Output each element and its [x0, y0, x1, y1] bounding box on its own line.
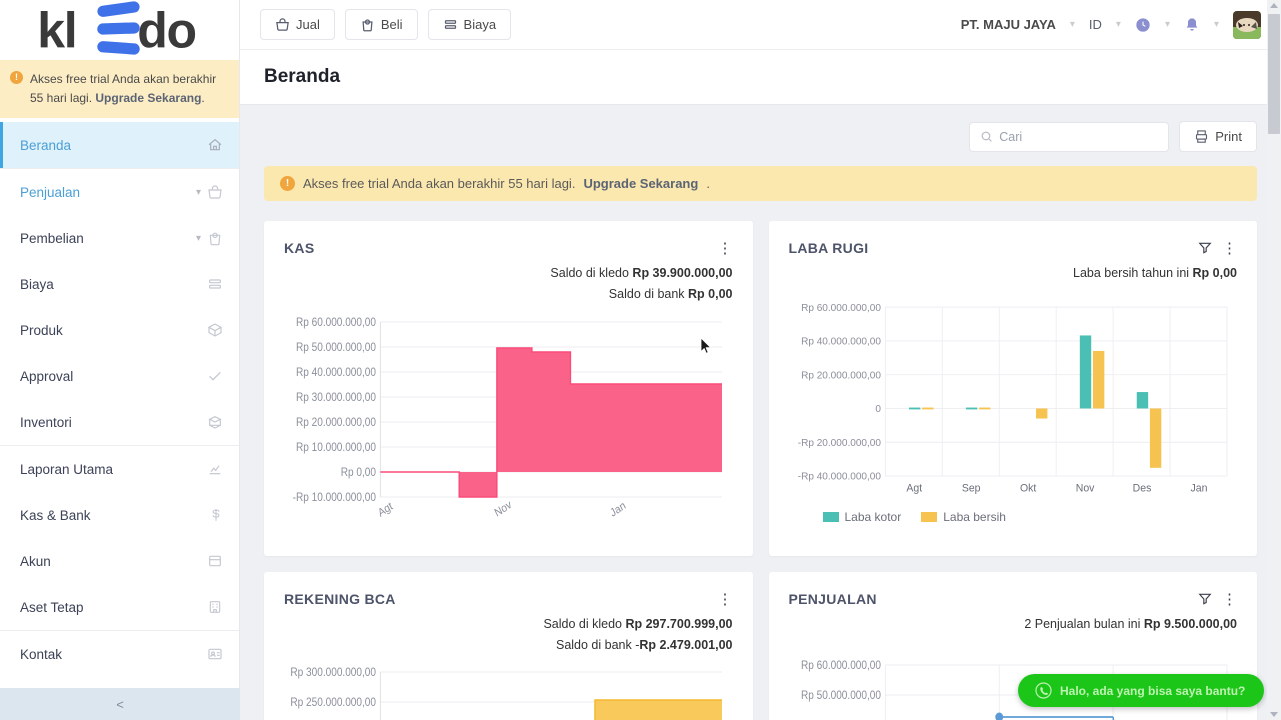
- svg-text:0: 0: [875, 404, 881, 415]
- svg-text:Rp 20.000.000,00: Rp 20.000.000,00: [801, 370, 881, 381]
- svg-text:Sep: Sep: [961, 483, 980, 495]
- svg-text:Rp 50.000.000,00: Rp 50.000.000,00: [296, 341, 376, 354]
- svg-text:Nov: Nov: [493, 498, 515, 520]
- svg-text:do: do: [137, 2, 196, 58]
- svg-text:-Rp 20.000.000,00: -Rp 20.000.000,00: [797, 438, 881, 449]
- svg-text:Rp 40.000.000,00: Rp 40.000.000,00: [296, 366, 376, 379]
- svg-text:Rp 20.000.000,00: Rp 20.000.000,00: [296, 416, 376, 429]
- svg-text:kl: kl: [37, 2, 76, 58]
- svg-text:Rp 60.000.000,00: Rp 60.000.000,00: [801, 303, 881, 314]
- svg-text:Rp 40.000.000,00: Rp 40.000.000,00: [801, 337, 881, 348]
- svg-text:Nov: Nov: [1075, 483, 1094, 495]
- svg-text:Rp 60.000.000,00: Rp 60.000.000,00: [296, 316, 376, 329]
- svg-text:Agt: Agt: [376, 500, 395, 520]
- svg-text:Jan: Jan: [1190, 483, 1207, 495]
- svg-text:Rp 60.000.000,00: Rp 60.000.000,00: [800, 659, 880, 672]
- svg-text:Okt: Okt: [1019, 483, 1035, 495]
- svg-text:Rp 50.000.000,00: Rp 50.000.000,00: [800, 689, 880, 702]
- svg-text:Rp 300.000.000,00: Rp 300.000.000,00: [290, 666, 376, 679]
- svg-text:Des: Des: [1132, 483, 1151, 495]
- svg-text:-Rp 10.000.000,00: -Rp 10.000.000,00: [293, 491, 376, 504]
- svg-text:Agt: Agt: [906, 483, 922, 495]
- svg-text:Rp 250.000.000,00: Rp 250.000.000,00: [290, 696, 376, 709]
- svg-text:-Rp 40.000.000,00: -Rp 40.000.000,00: [797, 472, 881, 483]
- svg-text:Rp 30.000.000,00: Rp 30.000.000,00: [296, 391, 376, 404]
- svg-text:Rp 10.000.000,00: Rp 10.000.000,00: [296, 441, 376, 454]
- svg-text:Jan: Jan: [608, 499, 628, 519]
- svg-text:Rp 0,00: Rp 0,00: [341, 466, 376, 479]
